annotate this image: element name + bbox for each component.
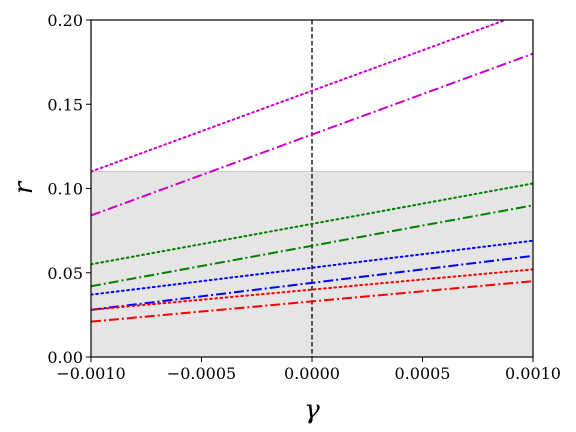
y-tick-label: 0.10 xyxy=(47,180,83,199)
series-line-1 xyxy=(91,20,509,173)
y-tick-label: 0.05 xyxy=(47,264,83,283)
plot-area xyxy=(91,20,533,357)
x-tick-label: 0.0000 xyxy=(284,364,340,383)
series-line-6 xyxy=(91,254,533,311)
series-line-3 xyxy=(91,182,533,266)
x-axis-label: γ xyxy=(304,395,320,425)
x-tick-label: −0.0005 xyxy=(167,364,236,383)
series-line-8 xyxy=(91,280,533,323)
series-line-4 xyxy=(91,204,533,288)
x-tick-label: 0.0005 xyxy=(395,364,451,383)
y-tick-label: 0.00 xyxy=(47,348,83,367)
series-line-7 xyxy=(91,268,533,311)
series-line-5 xyxy=(91,239,533,296)
y-axis: 0.00 0.05 0.10 0.15 0.20 xyxy=(47,11,91,367)
x-axis: −0.0010 −0.0005 0.0000 0.0005 0.0010 xyxy=(56,357,561,383)
x-tick-label: −0.0010 xyxy=(56,364,125,383)
series-line-2 xyxy=(91,52,533,217)
x-tick-label: 0.0010 xyxy=(505,364,561,383)
y-axis-label: r xyxy=(9,180,39,194)
y-tick-label: 0.15 xyxy=(47,95,83,114)
y-tick-label: 0.20 xyxy=(47,11,83,30)
